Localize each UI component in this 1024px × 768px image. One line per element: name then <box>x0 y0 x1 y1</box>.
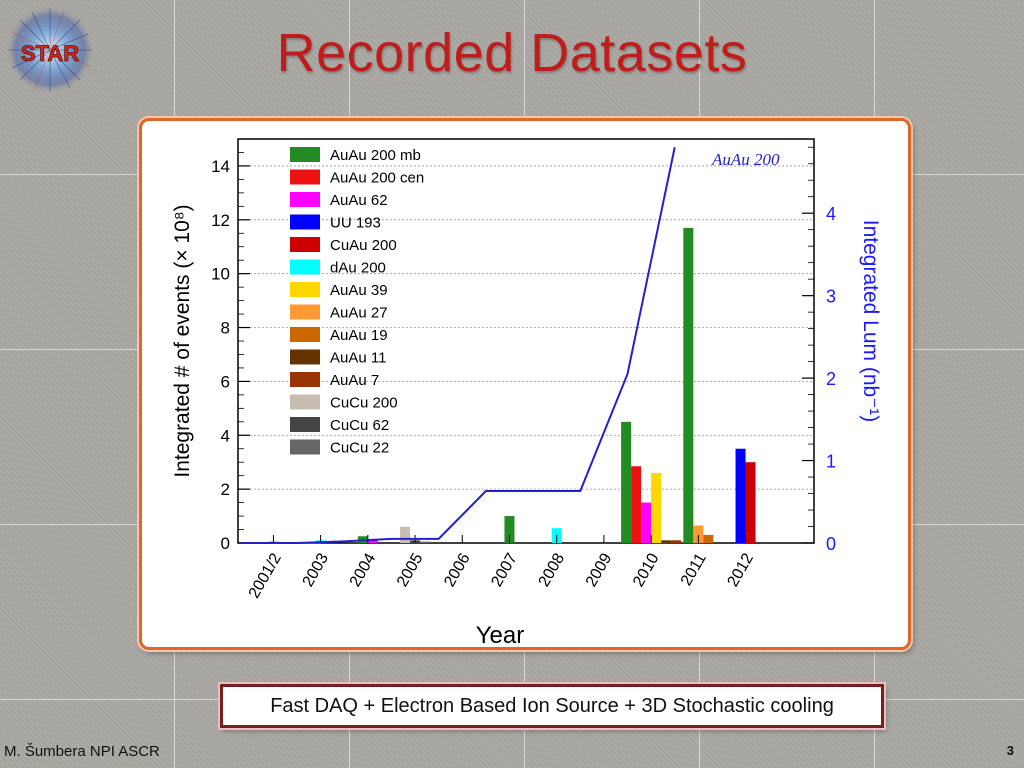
page-title: Recorded Datasets <box>276 23 748 83</box>
legend-label: AuAu 200 cen <box>330 170 424 187</box>
legend-label: CuCu 22 <box>330 440 389 457</box>
y2-tick-label: 0 <box>826 534 836 554</box>
x-tick-label: 2006 <box>441 550 474 589</box>
legend-swatch <box>290 372 320 387</box>
bar <box>661 540 672 543</box>
y-tick-label: 2 <box>221 480 230 499</box>
legend-swatch <box>290 147 320 162</box>
bar <box>400 526 411 543</box>
y2-tick-label: 3 <box>826 287 836 307</box>
y-tick-label: 0 <box>221 534 230 553</box>
bar <box>651 472 662 543</box>
plot-frame <box>237 138 815 544</box>
x-tick-label: 2009 <box>583 550 616 589</box>
legend-swatch <box>290 214 320 230</box>
bar <box>703 534 714 543</box>
y2-tick-label: 4 <box>826 204 836 224</box>
y2-axis-title: Integrated Lum (nb⁻¹) <box>859 220 882 423</box>
y2-tick-label: 1 <box>826 452 836 472</box>
bar <box>641 502 652 543</box>
legend-swatch <box>290 282 320 297</box>
y-tick-label: 4 <box>221 426 230 445</box>
legend-label: AuAu 39 <box>330 282 388 299</box>
x-tick-label: 2005 <box>394 550 427 589</box>
legend-swatch <box>290 237 320 252</box>
bar <box>420 541 431 543</box>
legend-label: dAu 200 <box>330 260 386 277</box>
bar <box>735 448 746 543</box>
caption-box: Fast DAQ + Electron Based Ion Source + 3… <box>220 684 884 728</box>
legend-swatch <box>290 349 320 365</box>
chart-panel: 0 2 4 6 8 10 12 14 0 1 2 3 4 2001/2 2003 2004 2005 2006 20… <box>139 118 911 650</box>
y-axis-title: Integrated # of events (× 10⁸) <box>171 204 194 477</box>
legend-label: AuAu 62 <box>330 192 388 209</box>
y-tick-label: 12 <box>211 211 230 230</box>
x-tick-label: 2001/2 <box>246 550 285 601</box>
x-tick-label: 2008 <box>536 550 569 589</box>
legend-swatch <box>290 259 320 275</box>
x-tick-label: 2007 <box>488 550 521 589</box>
legend-label: AuAu 27 <box>330 305 388 322</box>
legend-swatch <box>290 417 320 432</box>
y-tick-label: 8 <box>221 319 230 338</box>
bar <box>631 466 642 543</box>
luminosity-line <box>242 147 676 544</box>
legend-swatch <box>290 439 320 455</box>
legend-swatch <box>290 394 320 410</box>
legend-label: UU 193 <box>330 215 381 232</box>
bar <box>621 421 632 543</box>
x-tick-label: 2003 <box>300 550 333 589</box>
x-tick-label: 2010 <box>630 550 663 589</box>
footer-author: M. Šumbera NPI ASCR <box>4 743 160 760</box>
legend-swatch <box>290 169 320 185</box>
bar <box>745 462 756 543</box>
x-tick-label: 2012 <box>724 550 757 589</box>
x-tick-label: 2004 <box>347 550 380 589</box>
legend-label: AuAu 19 <box>330 327 388 344</box>
legend-label: AuAu 200 mb <box>330 147 421 164</box>
bar <box>504 516 515 543</box>
bar <box>367 538 378 543</box>
legend-swatch <box>290 327 320 342</box>
bar <box>693 525 704 543</box>
page-number: 3 <box>1006 743 1014 758</box>
legend-label: CuCu 200 <box>330 395 398 412</box>
y-tick-label: 6 <box>221 372 230 391</box>
y-tick-label: 14 <box>211 157 230 176</box>
x-axis-title: Year <box>476 622 525 647</box>
legend-label: CuAu 200 <box>330 237 397 254</box>
luminosity-line-label: AuAu 200 <box>711 150 780 169</box>
x-tick-label: 2011 <box>678 550 710 588</box>
legend-label: CuCu 62 <box>330 417 389 434</box>
bar <box>671 540 682 543</box>
star-logo: STAR <box>4 6 96 94</box>
y-tick-label: 10 <box>211 265 230 284</box>
logo-text: STAR <box>21 41 79 66</box>
caption-text: Fast DAQ + Electron Based Ion Source + 3… <box>270 694 834 717</box>
legend-label: AuAu 11 <box>330 350 386 367</box>
legend-swatch <box>290 304 320 320</box>
y2-tick-label: 2 <box>826 369 836 389</box>
legend-swatch <box>290 192 320 207</box>
bar <box>683 227 694 543</box>
legend-label: AuAu 7 <box>330 372 379 389</box>
